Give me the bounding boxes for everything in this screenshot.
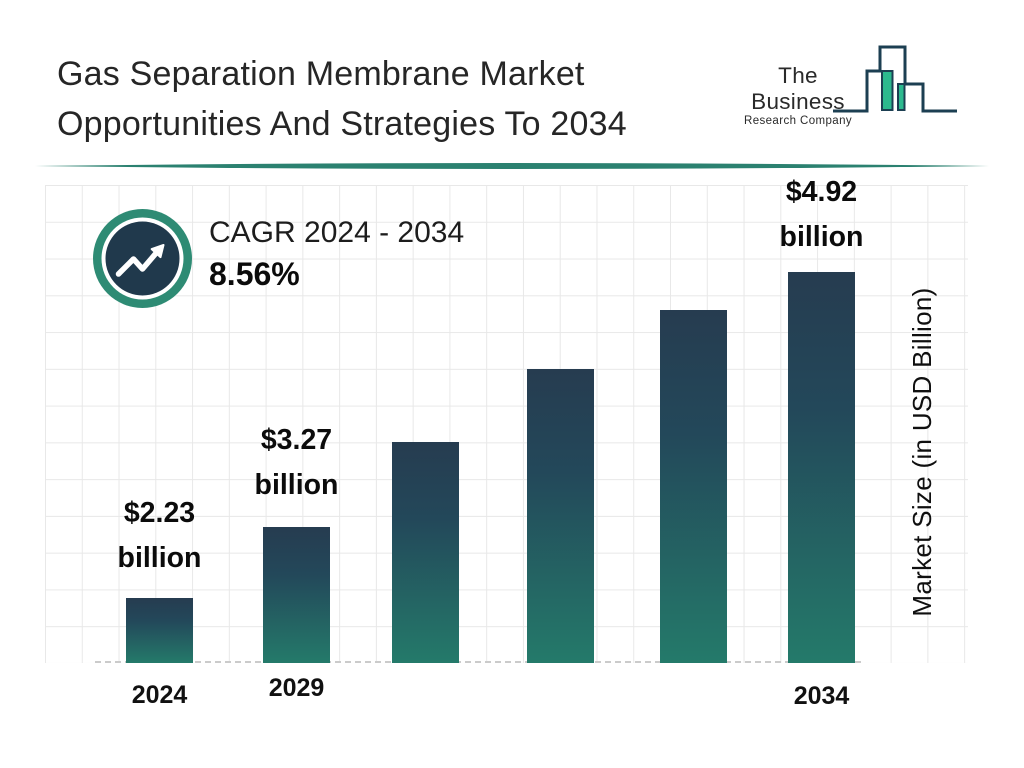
company-logo: The Business Research Company [731,63,865,128]
page-title-line1: Gas Separation Membrane Market [57,55,585,93]
bar-value-label: $3.27 billion [254,424,339,501]
page-title: Gas Separation Membrane Market Opportuni… [57,49,757,149]
cagr-value: 8.56% [209,256,300,292]
bar-2034 [788,272,855,663]
x-axis-tick-label: 2029 [268,674,325,702]
x-axis-tick-label: 2024 [131,681,188,709]
cagr-block: CAGR 2024 - 2034 8.56% [209,213,464,295]
bar-value-label: $4.92 billion [779,176,864,253]
bar-value-label: $2.23 billion [117,497,202,574]
bar-2029 [263,527,330,663]
bar-unlabeled-2 [392,442,459,663]
trending-up-icon [115,244,165,277]
cagr-label: CAGR 2024 - 2034 [209,216,465,249]
bar-unlabeled-3 [527,369,594,663]
bar-2024 [126,598,193,663]
y-axis-label: Market Size (in USD Billion) [907,287,937,617]
company-logo-subname: Research Company [743,115,853,127]
x-axis-baseline [95,661,861,663]
x-axis-tick-label: 2034 [793,682,850,710]
header-divider [35,163,989,169]
bar-unlabeled-4 [660,310,727,663]
logo-bar-chart-icon [833,45,957,113]
page-title-line2: Opportunities And Strategies To 2034 [57,105,627,143]
company-logo-name: The Business [751,63,845,114]
cagr-badge [93,209,192,308]
